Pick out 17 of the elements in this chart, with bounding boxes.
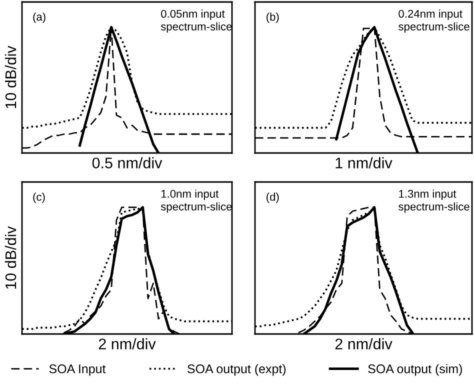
x-axis-title: 1 nm/div <box>336 157 392 168</box>
text: (d) <box>266 192 279 203</box>
legend-label: SOA output (expt) <box>188 364 286 376</box>
y-axis-title: 10 dB/div <box>4 46 16 108</box>
legend-label: SOA Input <box>49 364 106 376</box>
annotation: 1.3nm input spectrum-slice <box>398 190 470 213</box>
x-axis-title: 0.5 nm/div <box>92 157 162 168</box>
annotation: 1.0nm input spectrum-slice <box>160 190 232 213</box>
x-axis-title: 2 nm/div <box>335 338 392 350</box>
text: (b) <box>266 12 279 23</box>
text: (a) <box>33 12 46 23</box>
annotation: 0.24nm input spectrum-slice <box>398 10 470 33</box>
y-axis-title: 10 dB/div <box>4 226 16 289</box>
legend-label: SOA output (sim) <box>368 364 462 376</box>
text: (c) <box>33 192 45 203</box>
x-axis-title: 2 nm/div <box>98 338 156 350</box>
annotation: 0.05nm input spectrum-slice <box>160 10 232 33</box>
